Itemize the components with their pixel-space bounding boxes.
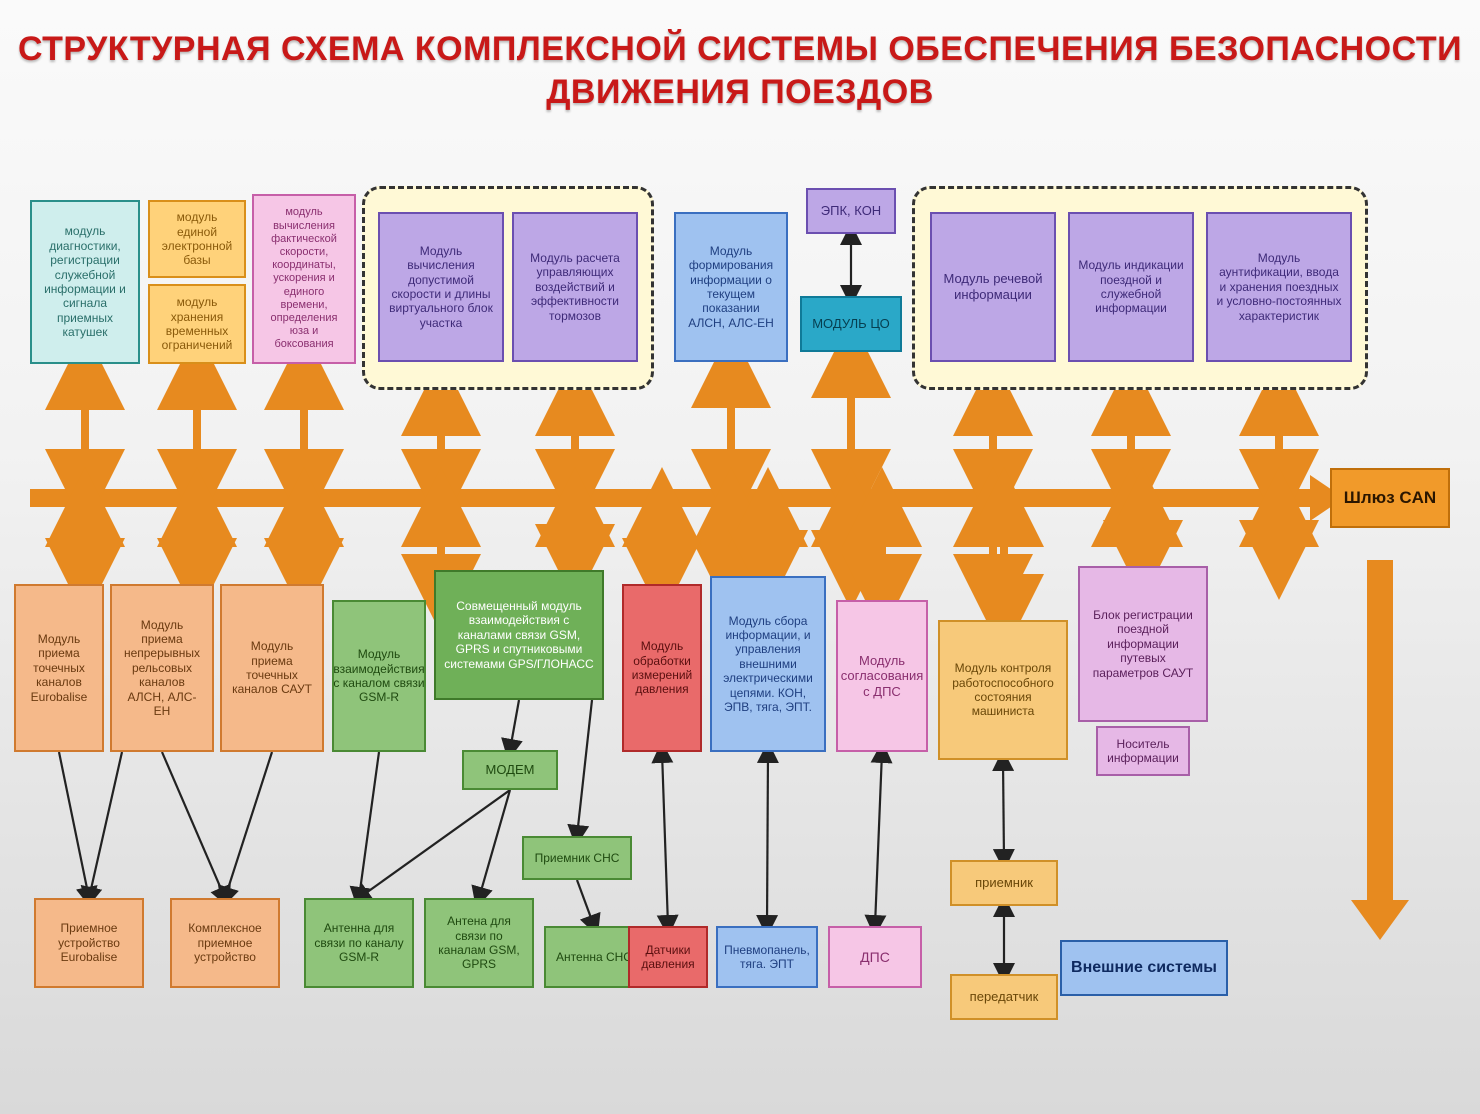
node-n-dps: Модуль согласования с ДПС [836,600,928,752]
node-n-epk: ЭПК, КОН [806,188,896,234]
node-n-komplex: Комплексное приемное устройство [170,898,280,988]
node-n-alsn: Модуль формирования информации о текущем… [674,212,788,362]
node-n-dps2: ДПС [828,926,922,988]
node-n-co: МОДУЛЬ ЦО [800,296,902,352]
node-n-gateway: Шлюз CAN [1330,468,1450,528]
node-n-diag: модуль диагностики, регистрации служебно… [30,200,140,364]
node-n-tx: передатчик [950,974,1058,1020]
node-n-auth: Модуль аунтификации, ввода и хранения по… [1206,212,1352,362]
node-n-gsmr: Модуль взаимодействия с каналом связи GS… [332,600,426,752]
node-n-ext: Внешние системы [1060,940,1228,996]
node-n-edb: модуль единой электронной базы [148,200,246,278]
node-n-eurorx: Приемное устройство Eurobalise [34,898,144,988]
node-n-ant-gsm: Антена для связи по каналам GSM, GPRS [424,898,534,988]
node-n-ant-gsmr: Антенна для связи по каналу GSM-R [304,898,414,988]
node-n-driver: Модуль контроля работоспособного состоян… [938,620,1068,760]
node-n-eurobalise: Модуль приема точечных каналов Eurobalis… [14,584,104,752]
diagram-stage: { "diagram": { "title": "СТРУКТУРНАЯ СХЕ… [0,0,1480,1114]
node-n-press-sens: Датчики давления [628,926,708,988]
node-n-sns-rx: Приемник СНС [522,836,632,880]
node-n-permspeed: Модуль вычисления допустимой скорости и … [378,212,504,362]
node-n-extio: Модуль сбора информации, и управления вн… [710,576,826,752]
node-n-voice: Модуль речевой информации [930,212,1056,362]
diagram-title: СТРУКТУРНАЯ СХЕМА КОМПЛЕКСНОЙ СИСТЕМЫ ОБ… [0,28,1480,113]
node-n-rails: Модуль приема непрерывных рельсовых кана… [110,584,214,752]
node-n-media: Носитель информации [1096,726,1190,776]
node-n-saut-pt: Модуль приема точечных каналов САУТ [220,584,324,752]
node-n-gnss: Совмещенный модуль взаимодействия с кана… [434,570,604,700]
node-n-modem: МОДЕМ [462,750,558,790]
node-n-rx: приемник [950,860,1058,906]
node-n-sautreg: Блок регистрации поездной информации пут… [1078,566,1208,722]
node-n-indic: Модуль индикации поездной и служебной ин… [1068,212,1194,362]
node-n-pneumo: Пневмопанель, тяга. ЭПТ [716,926,818,988]
node-n-timelim: модуль хранения временных ограничений [148,284,246,364]
node-n-brakecalc: Модуль расчета управляющих воздействий и… [512,212,638,362]
node-n-speedcalc: модуль вычисления фактической скорости, … [252,194,356,364]
node-n-press: Модуль обработки измерений давления [622,584,702,752]
